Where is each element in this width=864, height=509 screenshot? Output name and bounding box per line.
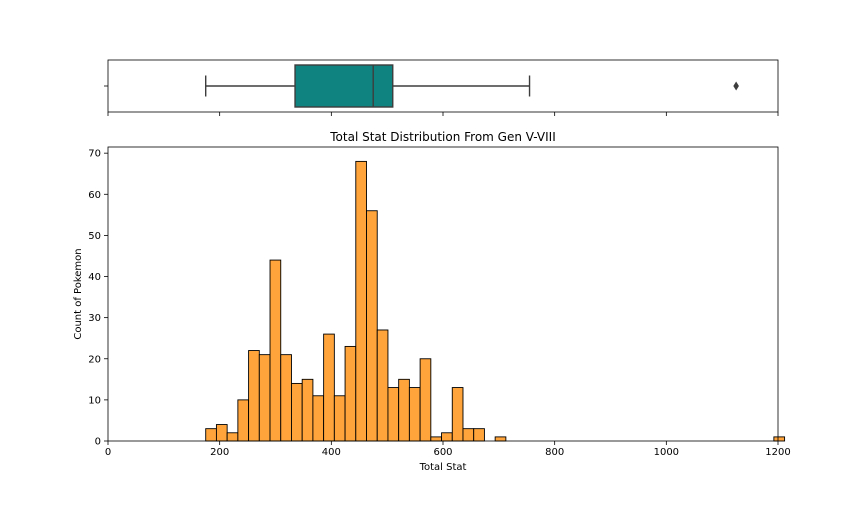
histogram-y-ticks: 0 10 20 30 40 50 60 70 <box>88 149 108 448</box>
y-axis-label: Count of Pokemon <box>73 248 84 339</box>
histogram-bar <box>451 387 464 442</box>
histogram-bar <box>301 378 314 442</box>
y-tick-label: 30 <box>88 313 101 324</box>
histogram-bar <box>333 395 346 442</box>
histogram-bar <box>462 428 475 442</box>
histogram-bar <box>473 428 485 442</box>
y-tick-label: 10 <box>88 395 101 406</box>
box-plot-elements <box>205 64 739 108</box>
y-tick-label: 20 <box>88 354 101 365</box>
box-plot-x-ticks <box>107 112 779 116</box>
histogram-bar <box>441 432 453 442</box>
histogram-x-ticks: 0 200 400 600 800 1000 1200 <box>105 441 791 458</box>
histogram-bar <box>258 354 271 442</box>
y-tick-label: 70 <box>88 149 101 160</box>
x-axis-label: Total Stat <box>419 462 467 473</box>
histogram-bar <box>291 382 303 442</box>
histogram-bar <box>430 436 442 442</box>
histogram-bar <box>205 428 217 442</box>
y-tick-label: 60 <box>88 190 101 201</box>
histogram-bar <box>226 432 239 442</box>
histogram-bar <box>280 354 292 442</box>
y-tick-label: 40 <box>88 272 101 283</box>
histogram-bar <box>323 333 335 442</box>
histogram-bar <box>269 259 282 442</box>
x-tick-label: 0 <box>105 447 111 458</box>
histogram-bar <box>355 160 367 442</box>
box-plot-panel <box>104 59 779 116</box>
histogram-bar <box>773 436 786 442</box>
histogram-bar <box>366 210 378 442</box>
y-tick-label: 0 <box>95 437 101 448</box>
histogram-bar <box>419 358 432 442</box>
histogram-bar <box>387 387 400 442</box>
histogram-bar <box>248 350 260 442</box>
histogram-bar <box>215 424 228 442</box>
histogram-bar <box>398 378 410 442</box>
y-tick-label: 50 <box>88 231 101 242</box>
histogram-frame <box>107 146 779 442</box>
x-tick-label: 1200 <box>765 447 790 458</box>
x-tick-label: 400 <box>322 447 341 458</box>
x-tick-label: 200 <box>210 447 229 458</box>
x-tick-label: 600 <box>433 447 452 458</box>
histogram-bar <box>344 345 357 442</box>
histogram-bar <box>408 387 421 442</box>
x-tick-label: 800 <box>545 447 564 458</box>
histogram-bars <box>205 160 786 442</box>
x-tick-label: 1000 <box>654 447 679 458</box>
histogram-bar <box>494 436 507 442</box>
histogram-bar <box>237 399 250 442</box>
histogram-panel: Total Stat Distribution From Gen V-VIII … <box>73 130 791 473</box>
histogram-bar <box>376 329 389 442</box>
box-iqr <box>294 64 394 108</box>
chart-title: Total Stat Distribution From Gen V-VIII <box>329 130 555 144</box>
histogram-bar <box>312 395 325 442</box>
box-outlier <box>733 81 739 91</box>
